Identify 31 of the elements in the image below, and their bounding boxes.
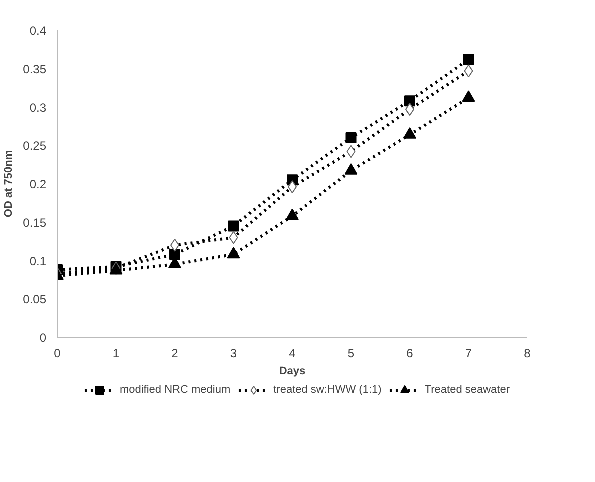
x-tick-label: 8 — [524, 346, 532, 360]
y-tick-label: 0.15 — [23, 216, 47, 230]
point — [344, 164, 358, 175]
x-tick-label: 7 — [465, 346, 472, 360]
y-tick-label: 0.1 — [30, 254, 47, 268]
y-tick-label: 0.4 — [30, 24, 47, 38]
x-tick-label: 6 — [406, 346, 414, 360]
point — [170, 249, 180, 260]
y-tick-label: 0.05 — [23, 292, 47, 307]
y-tick-label: 0.3 — [30, 100, 47, 115]
point — [404, 96, 416, 107]
point — [463, 54, 474, 66]
x-tick-label: 0 — [54, 346, 62, 360]
y-axis-title: OD at 750nm — [3, 150, 16, 218]
y-tick-label: 0.35 — [23, 62, 47, 76]
legend-label: Treated seawater — [424, 384, 510, 396]
y-tick-label: 0.2 — [30, 178, 47, 192]
x-axis-title: Days — [279, 366, 306, 378]
point — [227, 247, 240, 259]
legend-label: modified NRC medium — [120, 384, 231, 396]
y-tick-label: 0.25 — [23, 139, 47, 154]
x-tick-label: 1 — [112, 346, 120, 360]
x-tick-label: 2 — [172, 346, 179, 360]
x-tick-label: 4 — [289, 346, 296, 360]
y-tick-label: 0 — [40, 331, 47, 345]
point — [286, 208, 299, 220]
point — [228, 220, 240, 232]
point — [346, 132, 357, 144]
x-tick-label: 3 — [230, 346, 238, 360]
legend-label: treated sw:HWW (1:1) — [274, 384, 382, 396]
x-tick-label: 5 — [348, 346, 355, 360]
